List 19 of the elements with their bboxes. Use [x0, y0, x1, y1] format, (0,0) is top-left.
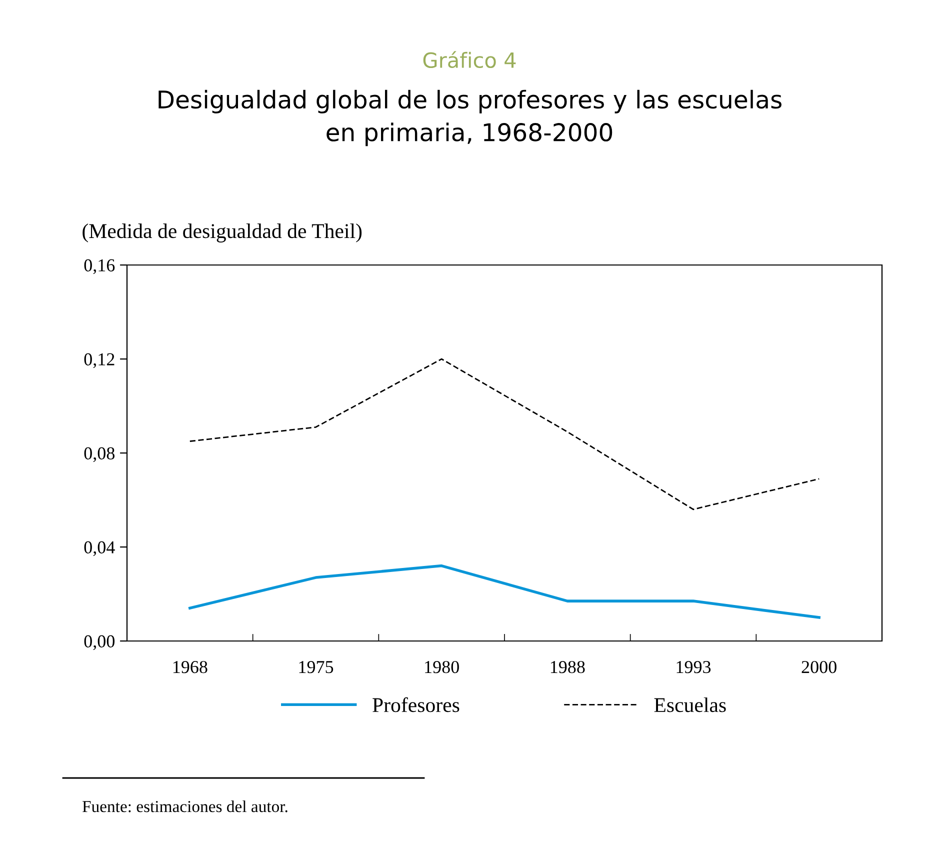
x-tick-label: 1980 — [425, 660, 459, 674]
x-tick-label: 1988 — [550, 660, 585, 674]
y-tick-label: 0,16 — [84, 259, 115, 274]
legend-label: Profesores — [372, 697, 460, 712]
y-tick-label: 0,12 — [84, 353, 114, 368]
source-note: Fuente: estimaciones del autor. — [82, 800, 288, 812]
y-tick-label: 0,08 — [84, 447, 115, 462]
y-tick-label: 0,00 — [84, 635, 115, 650]
x-tick-label: 1975 — [299, 661, 334, 674]
x-tick-label: 1993 — [676, 661, 711, 674]
x-tick-label: 1968 — [173, 660, 208, 674]
y-tick-label: 0,04 — [84, 541, 115, 556]
x-tick-label: 2000 — [802, 660, 836, 674]
line-series — [189, 358, 820, 510]
chart-title: Gráfico 4 — [423, 51, 516, 68]
line-series — [188, 564, 820, 619]
chart-subtitle: Desigualdad global de los profesores y las escuelas en primaria, 1968-2000 — [158, 90, 782, 146]
y-axis-title: (Medida de desigualdad de Theil) — [82, 223, 362, 242]
legend-label: Escuelas — [654, 697, 726, 712]
